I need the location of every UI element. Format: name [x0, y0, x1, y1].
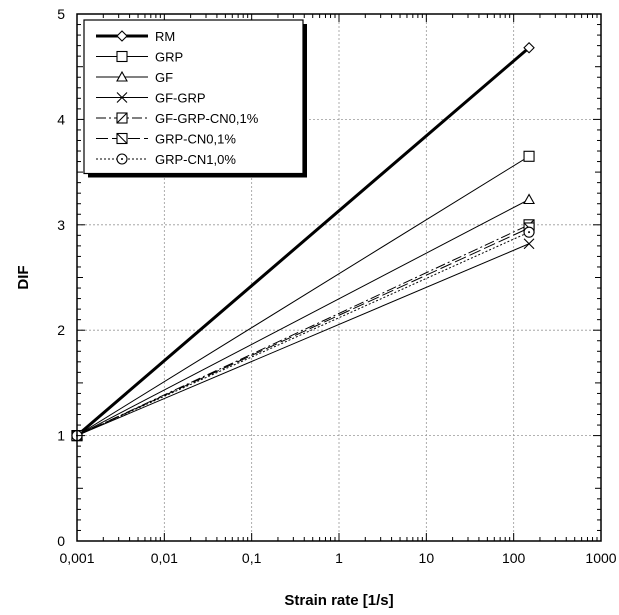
- series-line-2: [76, 199, 530, 437]
- legend-label: GF-GRP: [155, 91, 206, 106]
- series-3: [71, 238, 535, 441]
- series-line-5: [76, 227, 530, 437]
- legend-label: GF: [155, 70, 173, 85]
- y-tick-label: 5: [57, 6, 65, 22]
- legend-marker-2: [116, 70, 128, 82]
- legend-marker-6-dot: [121, 158, 123, 160]
- x-tick-label: 0,1: [242, 550, 262, 566]
- y-tick-labels: 0 1 2 3 4 5: [57, 6, 65, 549]
- data-point-6-1-dot: [528, 231, 531, 234]
- legend-marker-1: [116, 50, 128, 63]
- legend-label: GRP: [155, 50, 183, 65]
- legend-label: GRP-CN0,1%: [155, 132, 236, 147]
- data-point-0-1: [523, 41, 535, 54]
- series-1: [71, 150, 535, 442]
- data-point-1-1: [523, 150, 535, 162]
- x-tick-label: 0,001: [59, 550, 94, 566]
- x-tick-label: 10: [419, 550, 435, 566]
- x-tick-label: 1: [335, 550, 343, 566]
- legend-label: RM: [155, 29, 175, 44]
- legend-marker-5-stroke: [116, 133, 128, 144]
- y-tick-label: 2: [57, 322, 65, 338]
- y-axis-title: DIF: [15, 265, 32, 289]
- legend-label: GF-GRP-CN0,1%: [155, 111, 259, 126]
- series-2: [71, 193, 535, 441]
- grid: [77, 14, 601, 541]
- series-line-1: [76, 155, 530, 437]
- x-tick-label: 1000: [585, 550, 616, 566]
- legend: RM GRP GF GF-GRP GF-GRP-CN0,1% GRP-CN0,1% GRP-…: [83, 19, 307, 178]
- series-line-0: [76, 46, 531, 437]
- data-point-2-1: [523, 193, 535, 205]
- y-tick-label: 4: [57, 111, 65, 127]
- series-line-3: [76, 243, 530, 437]
- x-axis-title: Strain rate [1/s]: [284, 592, 393, 609]
- y-tick-label: 3: [57, 217, 65, 233]
- x-tick-label: 100: [502, 550, 526, 566]
- x-tick-labels: 0,001 0,01 0,1 1 10 100 1000: [59, 550, 616, 566]
- legend-label: GRP-CN1,0%: [155, 152, 236, 167]
- axis-ticks: [76, 13, 601, 542]
- y-tick-label: 1: [57, 428, 65, 444]
- legend-marker-0: [116, 30, 128, 42]
- legend-marker-4-stroke: [116, 112, 128, 124]
- x-tick-label: 0,01: [151, 550, 178, 566]
- series-line-6: [76, 231, 530, 437]
- data-point-3-1: [523, 238, 535, 250]
- y-tick-label: 0: [57, 533, 65, 549]
- legend-marker-3: [116, 92, 128, 103]
- series-line-4: [76, 224, 530, 437]
